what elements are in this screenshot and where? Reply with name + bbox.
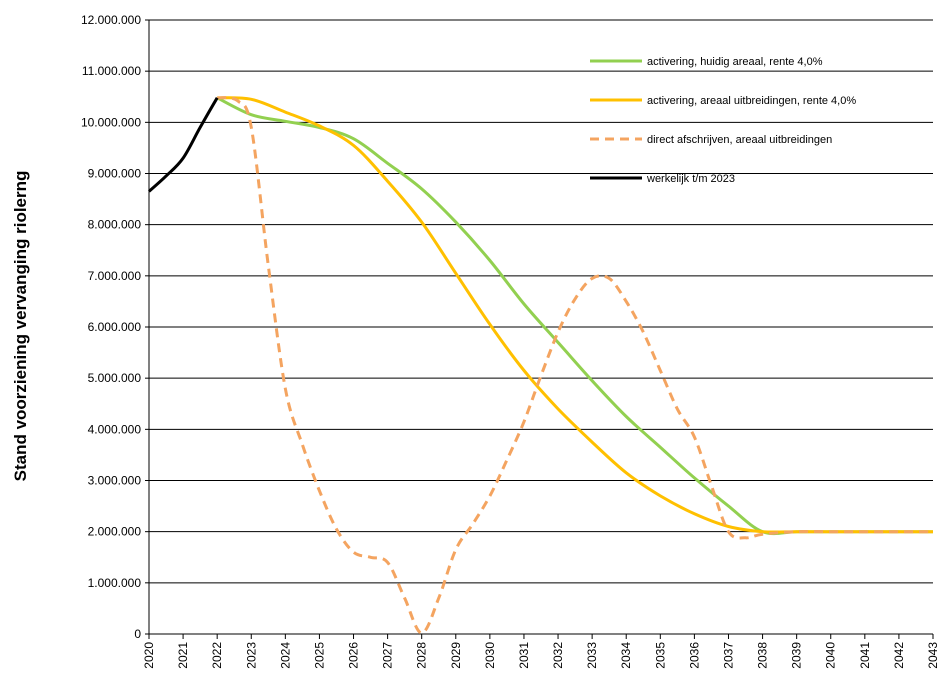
y-tick-label: 2.000.000 (88, 525, 142, 539)
x-tick-labels: 2020 2021 2022 2023 2024 2025 2026 2027 2028 2029… (142, 642, 940, 669)
x-tick-label: 2034 (619, 642, 633, 669)
x-tick-label: 2042 (892, 642, 906, 669)
x-tick-label: 2036 (687, 642, 701, 669)
legend-entry: activering, areaal uitbreidingen, rente … (647, 95, 856, 107)
y-tick-label: 4.000.000 (88, 422, 142, 436)
axes (145, 19, 934, 639)
legend-entry: direct afschrijven, areaal uitbreidingen (647, 134, 832, 146)
y-tick-label: 6.000.000 (88, 320, 142, 334)
x-tick-label: 2035 (653, 642, 667, 669)
x-tick-label: 2023 (244, 642, 258, 669)
series-line-2 (217, 96, 933, 534)
x-tick-label: 2038 (756, 642, 770, 669)
legend: activering, huidig areaal, rente 4,0% act… (590, 56, 856, 185)
y-tick-label: 1.000.000 (88, 576, 142, 590)
legend-entry: activering, huidig areaal, rente 4,0% (647, 56, 823, 68)
legend-entry: werkelijk t/m 2023 (646, 173, 735, 185)
x-tick-label: 2033 (585, 642, 599, 669)
x-tick-label: 2021 (176, 642, 190, 669)
x-tick-label: 2020 (142, 642, 156, 669)
x-tick-label: 2037 (721, 642, 735, 669)
x-tick-label: 2032 (551, 642, 565, 669)
x-tick-label: 2026 (347, 642, 361, 669)
y-tick-label: 5.000.000 (88, 371, 142, 385)
y-axis-label: Stand voorziening vervanging riolerng (11, 171, 30, 482)
series-line-4 (148, 97, 219, 193)
x-tick-label: 2025 (312, 642, 326, 669)
x-tick-label: 2040 (824, 642, 838, 669)
x-tick-label: 2043 (926, 642, 940, 669)
x-tick-label: 2030 (483, 642, 497, 669)
series-line-3 (216, 96, 933, 635)
x-tick-label: 2029 (449, 642, 463, 669)
x-tick-label: 2028 (415, 642, 429, 669)
x-tick-label: 2022 (210, 642, 224, 669)
x-tick-label: 2027 (381, 642, 395, 669)
y-tick-label: 3.000.000 (88, 474, 142, 488)
y-tick-label: 8.000.000 (88, 218, 142, 232)
x-tick-label: 2031 (517, 642, 531, 669)
y-tick-label: 11.000.000 (82, 64, 141, 78)
y-tick-labels: 0 1.000.000 2.000.000 3.000.000 4.000.000 5.0… (81, 13, 141, 641)
series-line-1 (216, 96, 933, 536)
y-tick-label: 9.000.000 (88, 167, 142, 181)
y-tick-label: 12.000.000 (81, 13, 141, 27)
y-tick-label: 0 (134, 627, 141, 641)
series-lines (148, 96, 933, 635)
x-tick-label: 2041 (858, 642, 872, 669)
y-tick-label: 10.000.000 (81, 115, 141, 129)
x-tick-label: 2024 (278, 642, 292, 669)
y-tick-label: 7.000.000 (88, 269, 142, 283)
x-tick-label: 2039 (790, 642, 804, 669)
